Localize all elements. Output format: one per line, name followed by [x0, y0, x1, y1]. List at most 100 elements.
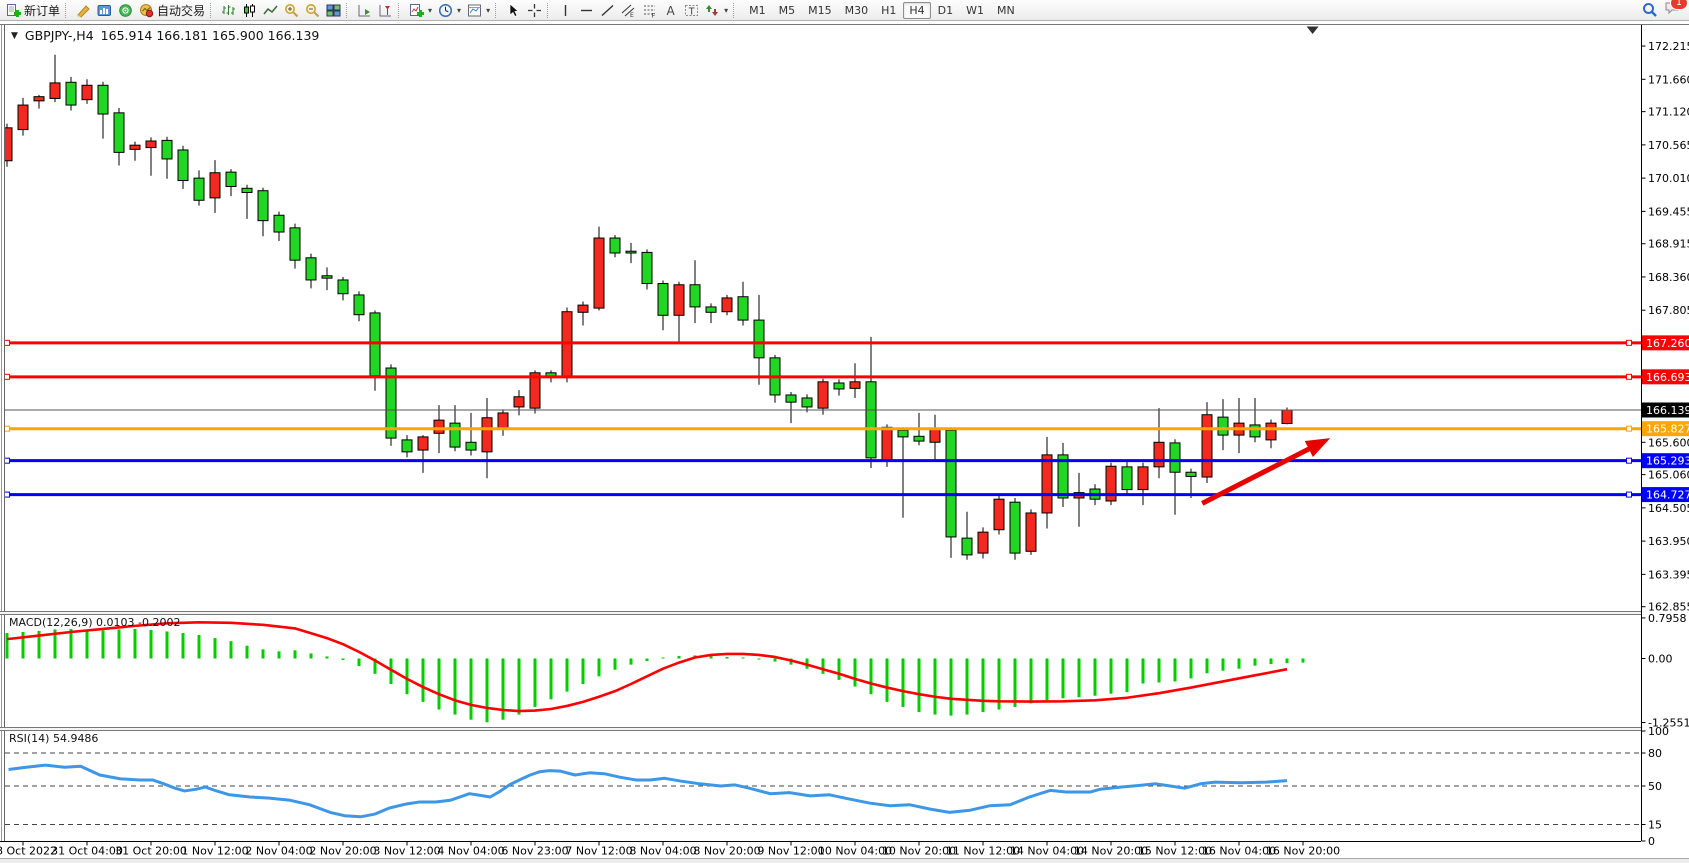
chart-collapse-icon[interactable]: ▼: [11, 30, 18, 41]
macd-histogram-bar: [53, 629, 57, 659]
charts-profile-icon: [97, 4, 112, 16]
zoom-in-icon: [285, 3, 299, 17]
time-axis-label: 16 Nov 20:00: [1266, 845, 1340, 858]
main-price-panel[interactable]: [0, 54, 1642, 560]
macd-signal-line: [6, 620, 1288, 713]
trendline-icon: [601, 4, 614, 16]
timeframe-button-W1[interactable]: W1: [966, 3, 984, 17]
timeframe-button-M15[interactable]: M15: [808, 3, 832, 17]
macd-histogram-bar: [997, 658, 1001, 710]
indicators-button[interactable]: ▾: [406, 1, 435, 20]
candle: [257, 190, 269, 222]
trendline-tool-button[interactable]: [597, 1, 618, 20]
cursor-tool-button[interactable]: [503, 1, 524, 20]
time-axis-label: 16 Nov 04:00: [1202, 845, 1276, 858]
timeframe-button-D1[interactable]: D1: [937, 3, 954, 17]
candle: [129, 144, 141, 150]
chart-shift-icon: [379, 4, 392, 16]
macd-panel[interactable]: [0, 620, 1305, 723]
timeframe-button-M1[interactable]: M1: [749, 3, 766, 17]
zoom-out-button[interactable]: [302, 1, 323, 20]
highlight-tool-button[interactable]: [73, 1, 94, 20]
rsi-panel[interactable]: [5, 752, 1641, 825]
vertical-line-tool-button[interactable]: [555, 1, 576, 20]
candle: [353, 294, 365, 316]
macd-histogram-bar: [821, 658, 825, 674]
rsi-tick-label: 0: [1648, 835, 1655, 848]
horizontal-line-tool-button[interactable]: [576, 1, 597, 20]
price-line-165.827[interactable]: [5, 425, 1642, 432]
macd-histogram-bar: [117, 629, 121, 659]
new-order-button[interactable]: 新订单: [3, 1, 63, 20]
panel-splitter[interactable]: [0, 611, 1689, 615]
candle: [209, 172, 221, 199]
macd-histogram-bar: [69, 628, 73, 659]
macd-histogram-bar: [613, 658, 617, 670]
price-line-167.260[interactable]: [5, 339, 1642, 346]
line-handle: [5, 457, 10, 464]
timeframe-button-M5[interactable]: M5: [778, 3, 796, 17]
time-axis-label: 31 Oct 20:00: [115, 845, 187, 858]
macd-histogram-bar: [389, 658, 393, 684]
candle: [929, 428, 941, 443]
price-tick-label: 171.660: [1648, 73, 1689, 86]
toolbar-separator: [495, 2, 500, 18]
macd-histogram-bar: [661, 657, 665, 659]
candle: [785, 394, 797, 403]
tile-windows-button[interactable]: [323, 1, 344, 20]
templates-button[interactable]: ▾: [464, 1, 493, 20]
macd-histogram-bar: [1173, 658, 1177, 682]
line-chart-button[interactable]: [260, 1, 281, 20]
text-label-tool-button[interactable]: T: [681, 1, 702, 20]
macd-histogram-bar: [533, 658, 537, 707]
chart-shift-marker[interactable]: [1306, 26, 1319, 35]
zoom-in-button[interactable]: [281, 1, 302, 20]
arrows-tool-button[interactable]: ▾: [702, 1, 731, 20]
channel-tool-button[interactable]: E: [618, 1, 639, 20]
timeframe-button-M30[interactable]: M30: [844, 3, 869, 17]
chart-shift-button[interactable]: [375, 1, 396, 20]
fibonacci-tool-button[interactable]: F: [639, 1, 660, 20]
price-tick-label: 170.010: [1648, 172, 1689, 185]
time-axis[interactable]: [0, 842, 1641, 858]
timeframe-button-MN[interactable]: MN: [997, 3, 1015, 17]
crosshair-tool-button[interactable]: [524, 1, 545, 20]
price-tick-label: 162.855: [1648, 601, 1689, 614]
candle: [881, 426, 893, 461]
trend-arrow-object[interactable]: [1201, 438, 1331, 506]
macd-histogram-bar: [165, 631, 169, 659]
macd-histogram-bar: [21, 631, 25, 659]
text-tool-button[interactable]: A: [660, 1, 681, 20]
signals-button[interactable]: [115, 1, 136, 20]
svg-text:164.727: 164.727: [1646, 489, 1689, 502]
panel-splitter[interactable]: [0, 727, 1689, 731]
candle: [177, 149, 189, 182]
svg-text:166.693: 166.693: [1646, 371, 1689, 384]
auto-trading-button[interactable]: 自动交易: [136, 1, 208, 20]
macd-tick-label: 0.7958: [1648, 612, 1687, 625]
price-line-164.727[interactable]: [5, 491, 1642, 498]
timeframe-button-H1[interactable]: H1: [881, 3, 897, 17]
candle: [401, 439, 413, 453]
search-icon[interactable]: [1642, 2, 1658, 18]
price-line-166.693[interactable]: [5, 373, 1642, 380]
notifications-button[interactable]: 1: [1664, 0, 1688, 20]
price-line-165.293[interactable]: [5, 457, 1642, 464]
auto-scroll-button[interactable]: [354, 1, 375, 20]
candle: [1249, 424, 1261, 438]
bar-chart-button[interactable]: [218, 1, 239, 20]
macd-tick-label: 0.00: [1648, 653, 1673, 666]
candle: [305, 257, 317, 281]
periods-button[interactable]: ▾: [435, 1, 464, 20]
timeframe-button-H4[interactable]: H4: [903, 1, 931, 19]
macd-histogram-bar: [1221, 658, 1225, 671]
profiles-button[interactable]: [94, 1, 115, 20]
candle: [97, 84, 109, 115]
macd-histogram-bar: [485, 658, 489, 723]
macd-histogram-bar: [405, 658, 409, 695]
candlestick-chart-button[interactable]: [239, 1, 260, 20]
macd-histogram-bar: [517, 658, 521, 715]
rsi-line: [8, 763, 1288, 819]
toolbar-separator: [210, 2, 215, 18]
